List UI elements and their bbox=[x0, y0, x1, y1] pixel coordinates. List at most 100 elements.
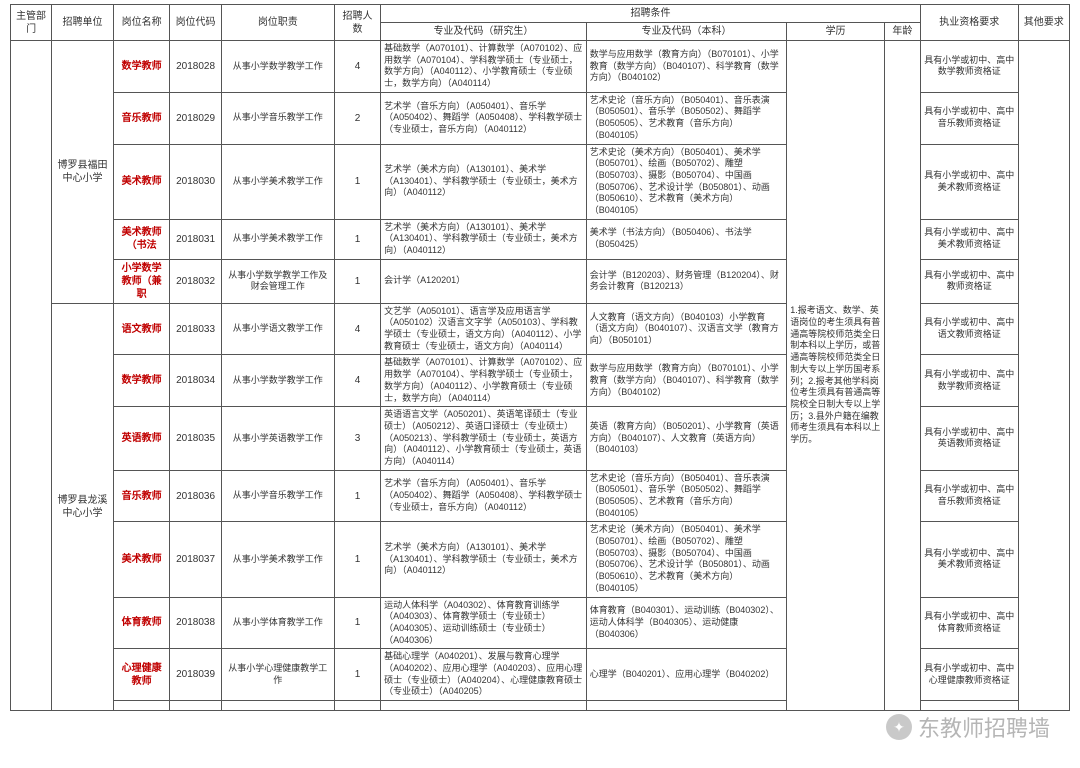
cell-major-undergrad: 艺术史论（美术方向）（B050401）、美术学（B050701）、绘画（B050… bbox=[586, 144, 786, 219]
cell-major-grad: 文艺学（A050101）、语言学及应用语言学（A050102）汉语言文字学（A0… bbox=[381, 303, 587, 355]
cell-count: 1 bbox=[334, 597, 380, 649]
table-body: 博罗县福田中心小学数学教师2018028从事小学数学教学工作4基础数学（A070… bbox=[11, 41, 1070, 711]
cell-major-grad: 艺术学（美术方向）（A130101）、美术学（A130401）、学科教学硕士（专… bbox=[381, 522, 587, 597]
cell-major-grad: 基础数学（A070101）、计算数学（A070102）、应用数学（A070104… bbox=[381, 355, 587, 407]
cell-post-name: 心理健康教师 bbox=[113, 649, 170, 701]
cell-count: 1 bbox=[334, 470, 380, 522]
cell-post-name: 美术教师 bbox=[113, 522, 170, 597]
cell-duties: 从事小学美术教学工作 bbox=[221, 522, 334, 597]
cell-major-undergrad: 数学与应用数学（教育方向）（B070101）、小学教育（数学方向）（B04010… bbox=[586, 355, 786, 407]
cell-post-name: 美术教师 bbox=[113, 144, 170, 219]
cell-major-undergrad: 美术学（书法方向）（B050406）、书法学（B050425） bbox=[586, 219, 786, 259]
cell-post-code: 2018036 bbox=[170, 470, 221, 522]
cell-post-name bbox=[113, 701, 170, 711]
cell-major-grad: 基础数学（A070101）、计算数学（A070102）、应用数学（A070104… bbox=[381, 41, 587, 93]
cell-license: 具有小学或初中、高中教师资格证 bbox=[920, 259, 1018, 303]
cell-major-undergrad: 数学与应用数学（教育方向）（B070101）、小学教育（数学方向）（B04010… bbox=[586, 41, 786, 93]
cell-license: 具有小学或初中、高中数学教师资格证 bbox=[920, 41, 1018, 93]
header-row-1: 主管部门 招聘单位 岗位名称 岗位代码 岗位职责 招聘人数 招聘条件 执业资格要… bbox=[11, 5, 1070, 23]
cell-major-grad: 会计学（A120201） bbox=[381, 259, 587, 303]
cell-post-code: 2018032 bbox=[170, 259, 221, 303]
th-post-code: 岗位代码 bbox=[170, 5, 221, 41]
cell-other bbox=[1018, 41, 1069, 711]
recruitment-table: 主管部门 招聘单位 岗位名称 岗位代码 岗位职责 招聘人数 招聘条件 执业资格要… bbox=[10, 4, 1070, 711]
cell-duties: 从事小学体育教学工作 bbox=[221, 597, 334, 649]
th-post-name: 岗位名称 bbox=[113, 5, 170, 41]
cell-count bbox=[334, 701, 380, 711]
cell-major-undergrad: 艺术史论（音乐方向）（B050401）、音乐表演（B050501）、音乐学（B0… bbox=[586, 92, 786, 144]
cell-post-name: 数学教师 bbox=[113, 355, 170, 407]
cell-count: 4 bbox=[334, 41, 380, 93]
cell-license: 具有小学或初中、高中数学教师资格证 bbox=[920, 355, 1018, 407]
cell-post-code: 2018035 bbox=[170, 407, 221, 470]
th-other: 其他要求 bbox=[1018, 5, 1069, 41]
cell-license: 具有小学或初中、高中美术教师资格证 bbox=[920, 522, 1018, 597]
cell-post-code: 2018028 bbox=[170, 41, 221, 93]
th-count: 招聘人数 bbox=[334, 5, 380, 41]
cell-post-name: 音乐教师 bbox=[113, 92, 170, 144]
th-duties: 岗位职责 bbox=[221, 5, 334, 41]
cell-post-code bbox=[170, 701, 221, 711]
cell-post-name: 美术教师（书法 bbox=[113, 219, 170, 259]
cell-major-grad: 艺术学（美术方向）（A130101）、美术学（A130401）、学科教学硕士（专… bbox=[381, 144, 587, 219]
cell-post-code: 2018039 bbox=[170, 649, 221, 701]
th-major-grad: 专业及代码（研究生） bbox=[381, 23, 587, 41]
cell-post-name: 体育教师 bbox=[113, 597, 170, 649]
cell-count: 4 bbox=[334, 355, 380, 407]
th-age: 年龄 bbox=[884, 23, 920, 41]
th-license: 执业资格要求 bbox=[920, 5, 1018, 41]
cell-duties: 从事小学数学教学工作及财会管理工作 bbox=[221, 259, 334, 303]
cell-duties: 从事小学数学教学工作 bbox=[221, 355, 334, 407]
cell-dept bbox=[11, 41, 52, 711]
cell-count: 1 bbox=[334, 649, 380, 701]
cell-count: 2 bbox=[334, 92, 380, 144]
cell-major-grad: 艺术学（音乐方向）（A050401）、音乐学（A050402）、舞蹈学（A050… bbox=[381, 470, 587, 522]
cell-duties: 从事小学数学教学工作 bbox=[221, 41, 334, 93]
cell-count: 1 bbox=[334, 144, 380, 219]
cell-count: 1 bbox=[334, 259, 380, 303]
cell-major-grad: 运动人体科学（A040302）、体育教育训练学（A040303）、体育教学硕士（… bbox=[381, 597, 587, 649]
cell-major-undergrad: 会计学（B120203）、财务管理（B120204）、财务会计教育（B12021… bbox=[586, 259, 786, 303]
cell-post-code: 2018029 bbox=[170, 92, 221, 144]
cell-major-undergrad: 艺术史论（音乐方向）（B050401）、音乐表演（B050501）、音乐学（B0… bbox=[586, 470, 786, 522]
cell-duties bbox=[221, 701, 334, 711]
cell-unit: 博罗县龙溪中心小学 bbox=[52, 303, 114, 710]
cell-major-undergrad: 体育教育（B040301）、运动训练（B040302）、运动人体科学（B0403… bbox=[586, 597, 786, 649]
cell-major-undergrad: 心理学（B040201）、应用心理学（B040202） bbox=[586, 649, 786, 701]
cell-count: 3 bbox=[334, 407, 380, 470]
cell-duties: 从事小学心理健康教学工作 bbox=[221, 649, 334, 701]
cell-post-name: 语文教师 bbox=[113, 303, 170, 355]
cell-post-code: 2018030 bbox=[170, 144, 221, 219]
cell-license: 具有小学或初中、高中音乐教师资格证 bbox=[920, 470, 1018, 522]
cell-major-undergrad: 英语（教育方向）（B050201）、小学教育（英语方向）（B040107）、人文… bbox=[586, 407, 786, 470]
th-edu: 学历 bbox=[787, 23, 885, 41]
cell-license: 具有小学或初中、高中体育教师资格证 bbox=[920, 597, 1018, 649]
cell-count: 4 bbox=[334, 303, 380, 355]
cell-major-grad: 艺术学（美术方向）（A130101）、美术学（A130401）、学科教学硕士（专… bbox=[381, 219, 587, 259]
watermark-text: 东教师招聘墙 bbox=[918, 711, 1050, 743]
cell-post-code: 2018031 bbox=[170, 219, 221, 259]
cell-major-grad: 基础心理学（A040201）、发展与教育心理学（A040202）、应用心理学（A… bbox=[381, 649, 587, 701]
cell-duties: 从事小学语文教学工作 bbox=[221, 303, 334, 355]
cell-post-code: 2018037 bbox=[170, 522, 221, 597]
cell-major-undergrad: 艺术史论（美术方向）（B050401）、美术学（B050701）、绘画（B050… bbox=[586, 522, 786, 597]
cell-unit: 博罗县福田中心小学 bbox=[52, 41, 114, 304]
cell-duties: 从事小学英语教学工作 bbox=[221, 407, 334, 470]
cell-license: 具有小学或初中、高中音乐教师资格证 bbox=[920, 92, 1018, 144]
cell-post-code: 2018038 bbox=[170, 597, 221, 649]
cell-duties: 从事小学音乐教学工作 bbox=[221, 92, 334, 144]
th-dept: 主管部门 bbox=[11, 5, 52, 41]
cell-post-name: 英语教师 bbox=[113, 407, 170, 470]
cell-major-grad: 英语语言文学（A050201）、英语笔译硕士（专业硕士）（A050212）、英语… bbox=[381, 407, 587, 470]
cell-duties: 从事小学美术教学工作 bbox=[221, 219, 334, 259]
cell-major-grad: 艺术学（音乐方向）（A050401）、音乐学（A050402）、舞蹈学（A050… bbox=[381, 92, 587, 144]
th-unit: 招聘单位 bbox=[52, 5, 114, 41]
cell-post-name: 音乐教师 bbox=[113, 470, 170, 522]
table-row: 博罗县福田中心小学数学教师2018028从事小学数学教学工作4基础数学（A070… bbox=[11, 41, 1070, 93]
cell-license: 具有小学或初中、高中语文教师资格证 bbox=[920, 303, 1018, 355]
cell-duties: 从事小学美术教学工作 bbox=[221, 144, 334, 219]
cell-license: 具有小学或初中、高中心理健康教师资格证 bbox=[920, 649, 1018, 701]
cell-post-name: 小学数学教师（兼职 bbox=[113, 259, 170, 303]
cell-license: 具有小学或初中、高中英语教师资格证 bbox=[920, 407, 1018, 470]
cell-license bbox=[920, 701, 1018, 711]
